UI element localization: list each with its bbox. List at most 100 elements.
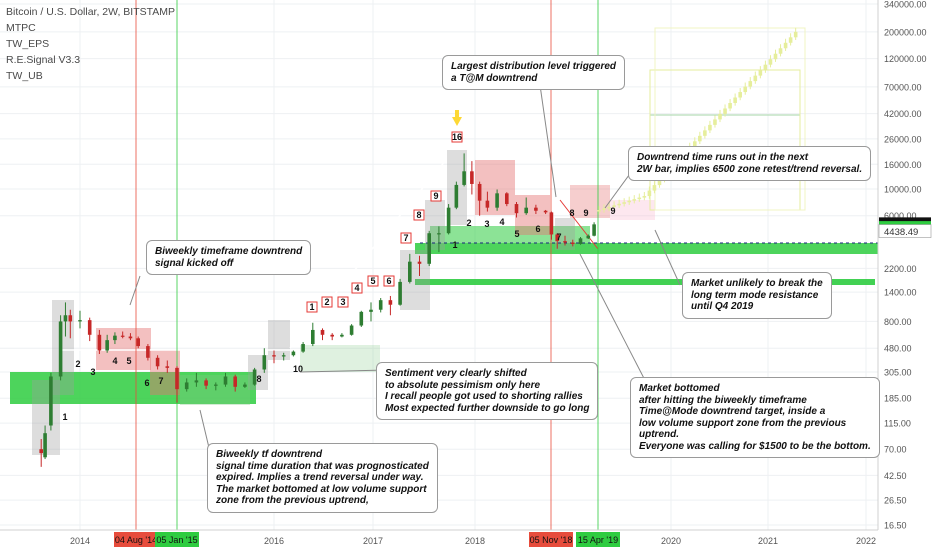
y-tick-label: 200000.00 xyxy=(884,27,927,37)
sequence-label-box xyxy=(451,131,463,143)
sequence-label: 6 xyxy=(386,276,391,286)
gray-box xyxy=(268,320,290,360)
sequence-label: 4 xyxy=(354,283,359,293)
callout-pointer xyxy=(539,84,557,198)
candle-body xyxy=(262,355,267,370)
candle-body xyxy=(291,351,296,356)
red-zone xyxy=(475,160,515,215)
callout-signal-expired: Biweekly tf downtrend signal time durati… xyxy=(207,443,438,513)
trend-line xyxy=(289,159,447,349)
date-marker-bg xyxy=(576,532,620,547)
sequence-label: 8 xyxy=(256,374,261,384)
candle-body xyxy=(214,384,218,386)
candle-body xyxy=(378,300,383,310)
candle-body xyxy=(454,184,459,208)
sequence-label: 4 xyxy=(499,217,504,227)
candle-body xyxy=(359,311,364,326)
candle-body xyxy=(58,321,63,377)
candle-body xyxy=(105,340,109,351)
sequence-label: 9 xyxy=(433,191,438,201)
candle-body xyxy=(388,300,393,305)
candle-body xyxy=(175,367,179,390)
candle-body xyxy=(555,234,560,242)
callout-pointer xyxy=(654,229,681,286)
sequence-label: 10 xyxy=(293,364,303,374)
candle-body xyxy=(369,309,373,312)
projection-box xyxy=(654,27,806,211)
candle-body xyxy=(485,200,490,208)
y-axis: 340000.00 200000.00 120000.00 70000.00 42000… xyxy=(877,0,932,550)
candle-body xyxy=(43,433,47,458)
candle-body xyxy=(592,224,596,236)
red-zone xyxy=(610,200,655,220)
sequence-label-box xyxy=(383,275,395,287)
candle-body xyxy=(462,171,466,185)
candle-body xyxy=(233,376,237,387)
candle-body xyxy=(281,355,286,357)
candle-body xyxy=(320,329,325,335)
support-zone xyxy=(415,279,875,285)
y-tick-label: 16.50 xyxy=(884,521,907,531)
y-tick-label: 26.50 xyxy=(884,496,907,506)
arrow-down-icon xyxy=(452,110,462,126)
indicator-label[interactable]: R.E.Signal V3.3 xyxy=(6,54,81,66)
candle-body xyxy=(128,336,133,339)
candle-body xyxy=(204,380,208,386)
sequence-label: 9 xyxy=(610,206,615,216)
sequence-label: 6 xyxy=(144,378,149,388)
candle-body xyxy=(543,210,548,213)
sequence-label: 2 xyxy=(466,218,471,228)
date-marker-label: 05 Jan '15 xyxy=(156,535,197,545)
sequence-label: 7 xyxy=(556,232,561,242)
candle-body xyxy=(349,325,354,335)
y-tick-label: 16000.00 xyxy=(884,160,922,170)
candle-body xyxy=(97,334,102,351)
sequence-label: 3 xyxy=(340,297,345,307)
candle-body xyxy=(446,207,451,234)
candle-body xyxy=(534,207,538,211)
candle-body xyxy=(78,320,82,322)
candle-body xyxy=(340,334,344,337)
y-tick-label: 185.00 xyxy=(884,394,912,404)
support-zone xyxy=(415,243,883,254)
price-badge: 4438.49 xyxy=(878,224,932,238)
indicator-label[interactable]: TW_UB xyxy=(6,70,43,82)
sequence-label: 5 xyxy=(514,229,519,239)
x-axis-background xyxy=(0,530,932,550)
candle-body xyxy=(408,261,412,282)
sequence-label: 6 xyxy=(535,224,540,234)
candle-body xyxy=(311,329,315,345)
y-tick-label: 1400.00 xyxy=(884,288,917,298)
sequence-label-box xyxy=(413,209,425,221)
sequence-label: 8 xyxy=(416,210,421,220)
y-tick-label: 26000.00 xyxy=(884,134,922,144)
sequence-label-box xyxy=(321,296,333,308)
sequence-label: 1 xyxy=(309,302,314,312)
indicator-label[interactable]: MTPC xyxy=(6,22,36,34)
callout-pointer xyxy=(579,253,651,391)
y-tick-label: 115.00 xyxy=(884,419,911,429)
y-tick-label: 42.50 xyxy=(884,471,907,481)
candle-body xyxy=(184,382,189,390)
x-tick-label: 2017 xyxy=(363,536,383,546)
candle-body xyxy=(223,376,228,385)
candle-body xyxy=(146,346,150,358)
indicator-label[interactable]: TW_EPS xyxy=(6,38,50,50)
sequence-label: 3 xyxy=(90,367,95,377)
red-zone xyxy=(150,350,180,395)
y-tick-label: 305.00 xyxy=(884,368,912,378)
sequence-label-box xyxy=(367,275,379,287)
candle-body xyxy=(194,380,199,383)
candle-body xyxy=(505,193,509,205)
sequence-label: 2 xyxy=(324,297,329,307)
y-tick-label: 800.00 xyxy=(884,317,912,327)
date-markers: 04 Aug '14 05 Jan '15 05 Nov '18 15 Apr '19 xyxy=(114,532,620,547)
callout-distribution: Largest distribution level triggered a T… xyxy=(442,55,626,90)
y-tick-label: 70.00 xyxy=(884,445,907,455)
sequence-label: 1 xyxy=(452,240,457,250)
sequence-label: 1 xyxy=(62,412,67,422)
callout-market-bottomed: Market bottomed after hitting the biweek… xyxy=(630,377,880,458)
sequence-label: 9 xyxy=(583,208,588,218)
